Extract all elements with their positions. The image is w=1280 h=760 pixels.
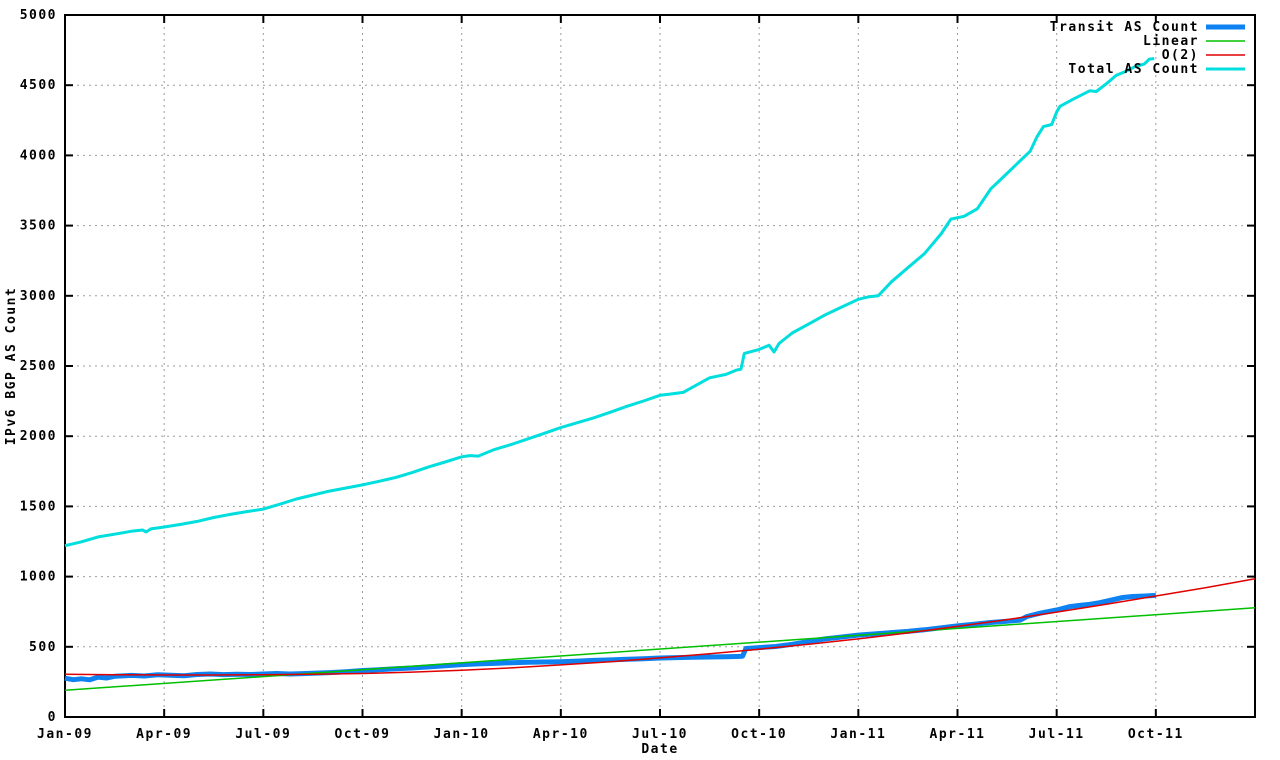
grid-lines bbox=[65, 15, 1255, 717]
y-tick-label: 1000 bbox=[20, 570, 57, 585]
data-series bbox=[64, 57, 1256, 692]
series-total-as-count-line bbox=[64, 57, 1155, 548]
x-tick-label: Apr-10 bbox=[533, 727, 589, 742]
legend-label-transit-as-count: Transit AS Count bbox=[1050, 20, 1199, 35]
y-tick-label: 500 bbox=[29, 640, 57, 655]
x-tick-label: Apr-09 bbox=[136, 727, 192, 742]
y-axis-title: IPv6 BGP AS Count bbox=[4, 287, 19, 446]
y-tick-label: 4500 bbox=[20, 78, 57, 93]
legend-label-o-2: O(2) bbox=[1162, 48, 1199, 63]
x-tick-label: Oct-11 bbox=[1128, 727, 1184, 742]
x-tick-label: Jul-09 bbox=[235, 727, 291, 742]
x-tick-label: Apr-11 bbox=[930, 727, 986, 742]
axis-titles: Date IPv6 BGP AS Count bbox=[4, 287, 678, 757]
y-tick-label: 0 bbox=[48, 710, 57, 725]
x-tick-label: Jan-09 bbox=[37, 727, 93, 742]
x-tick-label: Oct-09 bbox=[335, 727, 391, 742]
x-tick-label: Jan-11 bbox=[830, 727, 886, 742]
x-tick-label: Oct-10 bbox=[731, 727, 787, 742]
legend-label-linear: Linear bbox=[1143, 34, 1199, 49]
x-axis-title: Date bbox=[641, 742, 678, 757]
series-transit-as-count-line bbox=[64, 592, 1156, 683]
legend-label-total-as-count: Total AS Count bbox=[1068, 62, 1199, 77]
axis-tick-marks bbox=[64, 14, 1255, 718]
y-tick-label: 2000 bbox=[20, 429, 57, 444]
x-tick-label: Jan-10 bbox=[434, 727, 490, 742]
x-tick-label: Jul-10 bbox=[632, 727, 688, 742]
tick-labels: Jan-09 Apr-09 Jul-09 Oct-09 Jan-10 Apr-10 Jul-… bbox=[20, 8, 1184, 742]
y-tick-label: 1500 bbox=[20, 499, 57, 514]
y-tick-label: 2500 bbox=[20, 359, 57, 374]
y-tick-label: 4000 bbox=[20, 148, 57, 163]
y-tick-label: 3000 bbox=[20, 289, 57, 304]
series-linear-line bbox=[64, 607, 1256, 692]
series-o-2-line bbox=[64, 578, 1256, 676]
x-tick-label: Jul-11 bbox=[1029, 727, 1085, 742]
y-tick-label: 3500 bbox=[20, 219, 57, 234]
y-tick-label: 5000 bbox=[20, 8, 57, 23]
